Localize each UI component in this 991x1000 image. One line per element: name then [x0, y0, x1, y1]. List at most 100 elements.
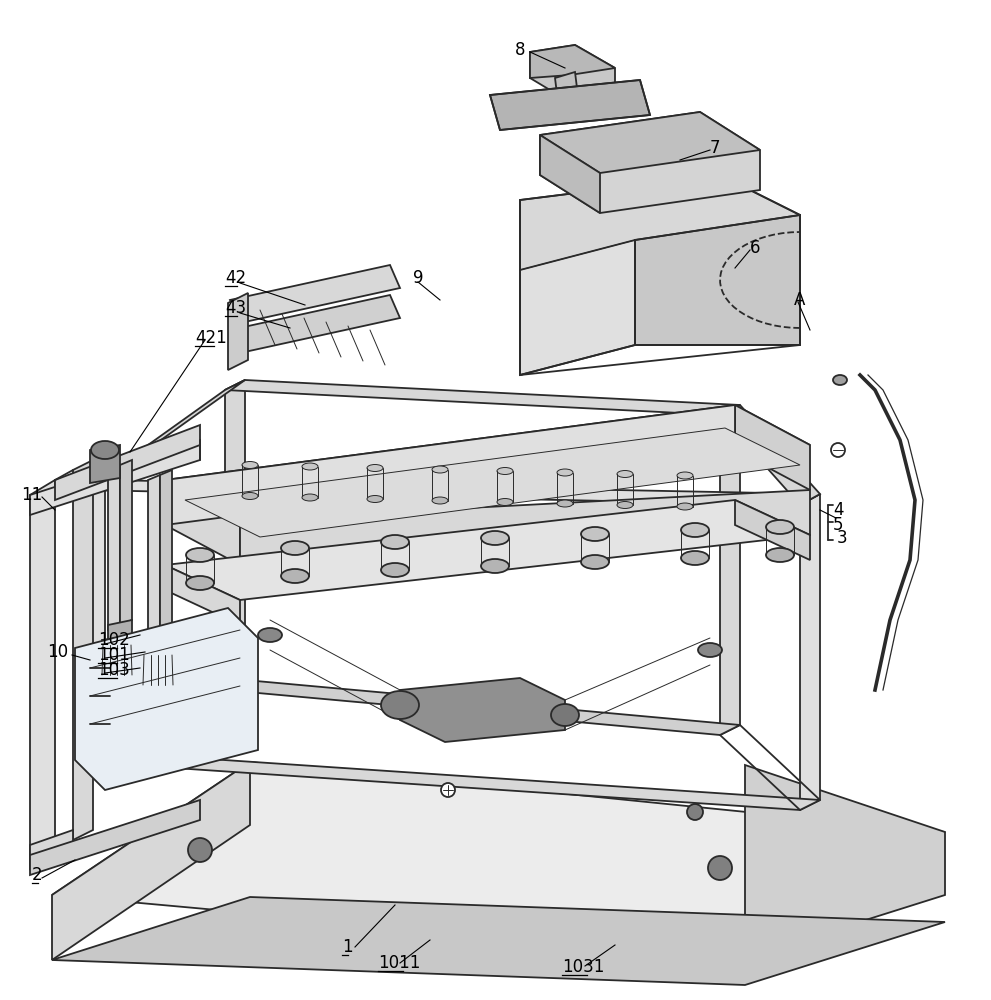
Ellipse shape	[481, 531, 509, 545]
Polygon shape	[745, 765, 945, 958]
Ellipse shape	[557, 469, 573, 476]
Ellipse shape	[766, 548, 794, 562]
Ellipse shape	[91, 441, 119, 459]
Polygon shape	[85, 380, 245, 490]
Ellipse shape	[481, 559, 509, 573]
Ellipse shape	[381, 563, 409, 577]
Text: 1011: 1011	[378, 954, 420, 972]
Polygon shape	[120, 460, 132, 625]
Polygon shape	[230, 295, 400, 353]
Ellipse shape	[698, 643, 722, 657]
Text: 1031: 1031	[562, 958, 605, 976]
Ellipse shape	[281, 541, 309, 555]
Polygon shape	[165, 500, 810, 600]
Polygon shape	[52, 762, 250, 960]
Polygon shape	[555, 72, 580, 118]
Ellipse shape	[242, 492, 258, 499]
Ellipse shape	[581, 527, 609, 541]
Polygon shape	[800, 494, 820, 810]
Ellipse shape	[381, 691, 419, 719]
Polygon shape	[30, 800, 200, 875]
Polygon shape	[30, 440, 200, 515]
Polygon shape	[165, 565, 240, 625]
Polygon shape	[400, 678, 565, 742]
Text: 3: 3	[836, 529, 847, 547]
Ellipse shape	[186, 576, 214, 590]
Text: 1: 1	[342, 938, 353, 956]
Text: 2: 2	[32, 866, 43, 884]
Ellipse shape	[432, 497, 448, 504]
Polygon shape	[225, 380, 740, 415]
Ellipse shape	[617, 502, 633, 508]
Ellipse shape	[497, 468, 513, 475]
Text: 9: 9	[412, 269, 423, 287]
Text: 6: 6	[750, 239, 760, 257]
Text: 101: 101	[98, 646, 130, 664]
Polygon shape	[540, 112, 760, 213]
Polygon shape	[520, 240, 635, 375]
Circle shape	[687, 804, 703, 820]
Ellipse shape	[432, 466, 448, 473]
Text: A: A	[795, 291, 806, 309]
Polygon shape	[148, 475, 160, 640]
Polygon shape	[225, 680, 740, 735]
Text: 5: 5	[832, 516, 843, 534]
Polygon shape	[142, 645, 180, 675]
Text: 42: 42	[225, 269, 246, 287]
Ellipse shape	[258, 628, 282, 642]
Ellipse shape	[677, 503, 693, 510]
Ellipse shape	[302, 494, 318, 501]
Polygon shape	[490, 80, 650, 130]
Polygon shape	[530, 45, 615, 102]
Polygon shape	[90, 445, 120, 483]
Ellipse shape	[677, 472, 693, 479]
Polygon shape	[108, 620, 132, 645]
Text: 8: 8	[514, 41, 525, 59]
Text: 11: 11	[22, 486, 43, 504]
Circle shape	[188, 838, 212, 862]
Polygon shape	[720, 405, 740, 735]
Polygon shape	[228, 293, 248, 370]
Polygon shape	[148, 630, 172, 655]
Polygon shape	[720, 405, 820, 505]
Polygon shape	[735, 405, 810, 490]
Polygon shape	[540, 135, 600, 213]
Text: 103: 103	[98, 661, 130, 679]
Polygon shape	[73, 460, 93, 840]
Text: 43: 43	[225, 299, 246, 317]
Polygon shape	[108, 465, 120, 630]
Polygon shape	[520, 175, 800, 295]
Ellipse shape	[833, 375, 847, 385]
Circle shape	[831, 443, 845, 457]
Polygon shape	[55, 425, 200, 500]
Ellipse shape	[617, 471, 633, 478]
Ellipse shape	[381, 535, 409, 549]
Ellipse shape	[681, 551, 709, 565]
Text: 10: 10	[48, 643, 68, 661]
Ellipse shape	[557, 500, 573, 507]
Polygon shape	[30, 830, 73, 865]
Ellipse shape	[242, 462, 258, 468]
Ellipse shape	[581, 555, 609, 569]
Ellipse shape	[681, 523, 709, 537]
Text: 7: 7	[710, 139, 720, 157]
Polygon shape	[102, 635, 140, 665]
Polygon shape	[52, 897, 945, 985]
Polygon shape	[165, 405, 810, 520]
Polygon shape	[75, 608, 258, 790]
Text: 421: 421	[195, 329, 227, 347]
Ellipse shape	[302, 463, 318, 470]
Ellipse shape	[497, 498, 513, 506]
Polygon shape	[165, 405, 735, 525]
Polygon shape	[85, 752, 820, 810]
Ellipse shape	[551, 704, 579, 726]
Text: 4: 4	[832, 501, 843, 519]
Polygon shape	[735, 500, 810, 560]
Polygon shape	[635, 215, 800, 345]
Polygon shape	[530, 45, 615, 78]
Polygon shape	[160, 470, 172, 635]
Polygon shape	[85, 480, 820, 505]
Circle shape	[441, 783, 455, 797]
Ellipse shape	[367, 464, 383, 472]
Text: 102: 102	[98, 631, 130, 649]
